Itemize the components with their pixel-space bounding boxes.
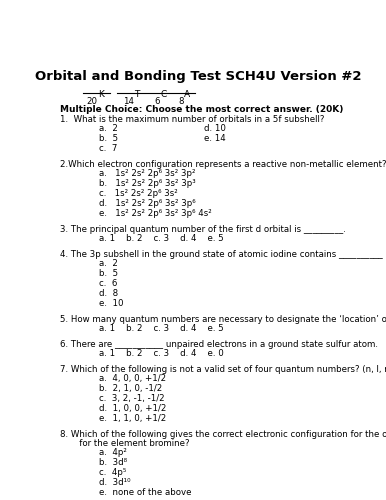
Text: 7. Which of the following is not a valid set of four quantum numbers? (n, l, ml,: 7. Which of the following is not a valid… [60,365,386,374]
Text: Orbital and Bonding Test SCH4U Version #2: Orbital and Bonding Test SCH4U Version #… [35,70,361,82]
Text: 3. The principal quantum number of the first d orbital is _________.: 3. The principal quantum number of the f… [60,225,346,234]
Text: C: C [160,90,166,99]
Text: a.  4, 0, 0, +1/2: a. 4, 0, 0, +1/2 [99,374,166,383]
Text: a.  2: a. 2 [99,124,118,134]
Text: 4. The 3p subshell in the ground state of atomic iodine contains __________ elec: 4. The 3p subshell in the ground state o… [60,250,386,259]
Text: e.  10: e. 10 [99,299,124,308]
Text: c.  6: c. 6 [99,279,117,288]
Text: Multiple Choice: Choose the most correct answer. (20K): Multiple Choice: Choose the most correct… [60,106,344,114]
Text: 20: 20 [86,98,97,106]
Text: 6. There are ___________ unpaired electrons in a ground state sulfur atom.: 6. There are ___________ unpaired electr… [60,340,378,349]
Text: a.  2: a. 2 [99,259,118,268]
Text: b.   1s² 2s² 2p⁶ 3s² 3p³: b. 1s² 2s² 2p⁶ 3s² 3p³ [99,180,196,188]
Text: a.  4p²: a. 4p² [99,448,127,457]
Text: e.   1s² 2s² 2p⁶ 3s² 3p⁶ 4s²: e. 1s² 2s² 2p⁶ 3s² 3p⁶ 4s² [99,210,212,218]
Text: K: K [98,90,103,99]
Text: c.   1s² 2s² 2p⁶ 3s²: c. 1s² 2s² 2p⁶ 3s² [99,190,178,198]
Text: T: T [134,90,139,99]
Text: 2.Which electron configuration represents a reactive non-metallic element?: 2.Which electron configuration represent… [60,160,386,169]
Text: 1.  What is the maximum number of orbitals in a 5f subshell?: 1. What is the maximum number of orbital… [60,115,325,124]
Text: 14: 14 [123,98,134,106]
Text: A: A [184,90,190,99]
Text: d.  3d¹⁰: d. 3d¹⁰ [99,478,131,488]
Text: for the element bromine?: for the element bromine? [60,439,190,448]
Text: b.  5: b. 5 [99,269,118,278]
Text: a. 1    b. 2    c. 3    d. 4    e. 0: a. 1 b. 2 c. 3 d. 4 e. 0 [99,349,224,358]
Text: 6: 6 [154,98,159,106]
Text: d.   1s² 2s² 2p⁶ 3s² 3p⁶: d. 1s² 2s² 2p⁶ 3s² 3p⁶ [99,200,196,208]
Text: 5. How many quantum numbers are necessary to designate the ‘location’ of a parti: 5. How many quantum numbers are necessar… [60,315,386,324]
Text: b.  5: b. 5 [99,134,118,143]
Text: a. 1    b. 2    c. 3    d. 4    e. 5: a. 1 b. 2 c. 3 d. 4 e. 5 [99,324,224,333]
Text: c.  3, 2, -1, -1/2: c. 3, 2, -1, -1/2 [99,394,165,403]
Text: d.  8: d. 8 [99,289,118,298]
Text: 8. Which of the following gives the correct electronic configuration for the out: 8. Which of the following gives the corr… [60,430,386,439]
Text: a.   1s² 2s² 2p⁶ 3s² 3p²: a. 1s² 2s² 2p⁶ 3s² 3p² [99,170,196,178]
Text: 8: 8 [179,98,184,106]
Text: a. 1    b. 2    c. 3    d. 4    e. 5: a. 1 b. 2 c. 3 d. 4 e. 5 [99,234,224,244]
Text: d.  1, 0, 0, +1/2: d. 1, 0, 0, +1/2 [99,404,166,413]
Text: c.  4p⁵: c. 4p⁵ [99,468,126,477]
Text: c.  7: c. 7 [99,144,117,154]
Text: b.  3d⁸: b. 3d⁸ [99,458,127,467]
Text: e.  1, 1, 0, +1/2: e. 1, 1, 0, +1/2 [99,414,166,423]
Text: b.  2, 1, 0, -1/2: b. 2, 1, 0, -1/2 [99,384,163,393]
Text: e. 14: e. 14 [204,134,225,143]
Text: d. 10: d. 10 [204,124,226,134]
Text: e.  none of the above: e. none of the above [99,488,191,498]
